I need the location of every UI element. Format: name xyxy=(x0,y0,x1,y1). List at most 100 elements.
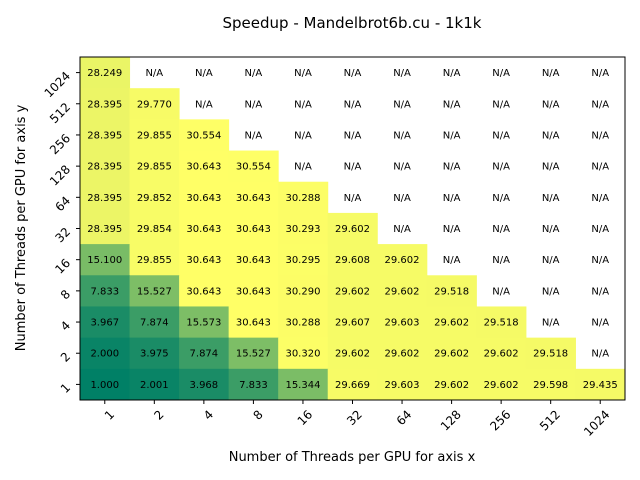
heatmap-cell xyxy=(179,337,230,370)
heatmap-cell xyxy=(377,275,428,307)
x-tick-label: 1024 xyxy=(581,407,612,438)
cell-value-label: 28.249 xyxy=(87,68,122,79)
cell-value-label: N/A xyxy=(591,224,609,235)
cell-value-label: 15.527 xyxy=(236,349,271,360)
cell-value-label: 7.833 xyxy=(239,380,268,391)
x-tick-label: 16 xyxy=(295,407,316,428)
cell-value-label: 29.602 xyxy=(484,380,519,391)
heatmap-cell xyxy=(476,306,527,339)
heatmap-cell xyxy=(327,306,378,339)
cell-value-label: N/A xyxy=(245,99,263,110)
cell-value-label: N/A xyxy=(542,130,560,141)
cell-value-label: 29.854 xyxy=(137,224,172,235)
cell-value-label: N/A xyxy=(344,68,362,79)
cell-value-label: 29.518 xyxy=(484,318,519,329)
heatmap-cell xyxy=(129,212,180,245)
cell-value-label: 29.602 xyxy=(434,380,469,391)
heatmap-cell xyxy=(426,368,477,401)
y-tick-label: 1 xyxy=(58,381,73,396)
heatmap-cell xyxy=(426,306,477,339)
cell-value-label: N/A xyxy=(344,99,362,110)
heatmap-cell xyxy=(129,275,180,307)
cell-value-label: 2.001 xyxy=(140,380,169,391)
cell-value-label: N/A xyxy=(542,318,560,329)
heatmap-cell xyxy=(377,337,428,370)
heatmap-cell xyxy=(278,275,329,307)
heatmap-cell xyxy=(327,212,378,245)
heatmap-cell xyxy=(377,244,428,276)
cell-value-label: 29.855 xyxy=(137,255,172,266)
cell-value-label: N/A xyxy=(393,99,411,110)
cell-value-label: 30.643 xyxy=(236,224,271,235)
cell-value-label: N/A xyxy=(393,193,411,204)
heatmap-cell xyxy=(575,368,626,401)
x-tick-label: 512 xyxy=(537,407,563,433)
cell-value-label: N/A xyxy=(492,286,510,297)
heatmap-cell xyxy=(179,150,230,183)
cell-value-label: N/A xyxy=(591,193,609,204)
cell-value-label: 29.602 xyxy=(385,349,420,360)
cell-value-label: 1.000 xyxy=(90,380,119,391)
cell-value-label: 30.643 xyxy=(186,255,221,266)
heatmap-cell xyxy=(179,275,230,307)
heatmap-cell xyxy=(129,88,180,120)
heatmap-cell xyxy=(228,368,279,401)
cell-value-label: N/A xyxy=(443,255,461,266)
cell-value-label: 29.603 xyxy=(385,318,420,329)
heatmap-cell xyxy=(278,244,329,276)
cell-value-label: 29.603 xyxy=(385,380,420,391)
cell-value-label: 30.643 xyxy=(186,224,221,235)
cell-value-label: 28.395 xyxy=(87,193,122,204)
heatmap-cell xyxy=(80,244,131,276)
cell-value-label: 3.975 xyxy=(140,349,169,360)
cell-value-label: N/A xyxy=(443,162,461,173)
heatmap-cell xyxy=(129,119,180,152)
heatmap-cell xyxy=(426,337,477,370)
cell-value-label: N/A xyxy=(443,193,461,204)
chart-title: Speedup - Mandelbrot6b.cu - 1k1k xyxy=(223,14,482,32)
heatmap-cell xyxy=(80,57,131,89)
heatmap-cell xyxy=(80,275,131,307)
cell-value-label: N/A xyxy=(393,68,411,79)
x-tick-label: 8 xyxy=(250,407,265,422)
heatmap-cell xyxy=(228,275,279,307)
cell-value-label: 30.643 xyxy=(236,193,271,204)
cell-value-label: 30.643 xyxy=(186,193,221,204)
heatmap-cell xyxy=(80,212,131,245)
cell-value-label: N/A xyxy=(542,68,560,79)
y-axis-label: Number of Threads per GPU for axis y xyxy=(14,104,29,351)
heatmap-cell xyxy=(129,368,180,401)
heatmap-cell xyxy=(525,337,576,370)
cell-value-label: 15.100 xyxy=(87,255,122,266)
cell-value-label: 30.554 xyxy=(236,162,271,173)
cell-value-label: 29.518 xyxy=(434,286,469,297)
cell-value-label: N/A xyxy=(344,193,362,204)
heatmap-cell xyxy=(80,181,131,214)
heatmap-cell xyxy=(179,368,230,401)
cell-value-label: 30.643 xyxy=(236,255,271,266)
heatmap-cell xyxy=(179,181,230,214)
cell-value-label: N/A xyxy=(294,68,312,79)
cell-value-label: N/A xyxy=(145,68,163,79)
cell-value-label: N/A xyxy=(294,99,312,110)
cell-value-label: N/A xyxy=(591,99,609,110)
cell-value-label: N/A xyxy=(245,68,263,79)
heatmap-cell xyxy=(80,368,131,401)
heatmap-cell xyxy=(228,181,279,214)
cell-value-label: 29.602 xyxy=(335,349,370,360)
heatmap-cell xyxy=(129,306,180,339)
cell-value-label: 29.598 xyxy=(533,380,568,391)
y-tick-label: 64 xyxy=(52,194,73,215)
heatmap-cell xyxy=(327,368,378,401)
y-tick-label: 32 xyxy=(52,225,73,246)
cell-value-label: 15.344 xyxy=(285,380,320,391)
y-tick-label: 128 xyxy=(47,162,73,188)
cell-value-label: N/A xyxy=(195,99,213,110)
cell-value-label: N/A xyxy=(393,130,411,141)
heatmap-cell xyxy=(80,306,131,339)
x-axis: 1 2 4 8 16 32 64 128 256 512 1024 xyxy=(102,400,613,439)
heatmap-cell xyxy=(278,306,329,339)
cell-value-label: N/A xyxy=(393,224,411,235)
